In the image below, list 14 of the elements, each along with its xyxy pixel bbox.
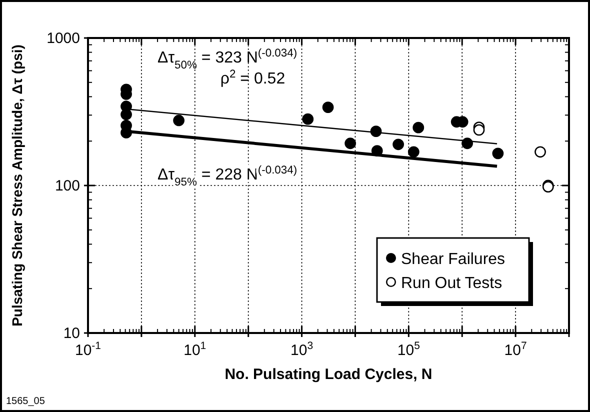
x-axis-title: No. Pulsating Load Cycles, N: [224, 366, 432, 383]
legend-label: Run Out Tests: [401, 275, 502, 292]
x-tick-label: 10$^{3}$: [290, 340, 314, 359]
x-tick-label: 10$^{7}$: [504, 340, 527, 359]
annotation: ρ$^{2}$ = 0.52: [220, 68, 286, 88]
y-tick-label: 100: [54, 178, 80, 194]
y-tick-label: 10: [63, 325, 80, 342]
x-tick-label: 10$^{1}$: [184, 340, 206, 359]
x-tick-label: 10$^{5}$: [397, 340, 420, 359]
x-tick-label: 10$^{-1}$: [74, 340, 102, 359]
y-axis-title: Pulsating Shear Stress Amplitude, Δτ (psi): [9, 44, 25, 326]
y-tick-label: 1000: [46, 30, 80, 47]
text: 1565_05: [6, 396, 46, 407]
legend-label: Shear Failures: [401, 251, 506, 268]
